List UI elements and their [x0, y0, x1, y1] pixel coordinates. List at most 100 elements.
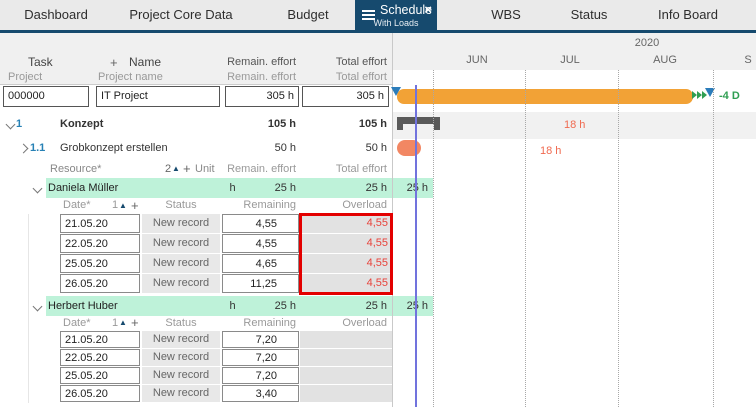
- resource-row[interactable]: Herbert Huber h 25 h 25 h: [0, 296, 392, 316]
- task-name[interactable]: Grobkonzept erstellen: [60, 142, 168, 154]
- resource-remain-header: Remain. effort: [227, 163, 296, 175]
- remaining-load-field[interactable]: 7,20: [222, 331, 299, 348]
- subheader-project: Project: [8, 71, 43, 83]
- overload-cell: [300, 385, 392, 402]
- sort-order-number[interactable]: 2: [165, 163, 172, 175]
- project-code-field[interactable]: 000000: [3, 86, 89, 107]
- task-wbs-number: 1: [16, 118, 23, 130]
- date-field[interactable]: 21.05.20: [60, 331, 140, 348]
- gantt-task-bar[interactable]: [397, 140, 421, 156]
- status-cell[interactable]: New record: [142, 214, 220, 233]
- date-field[interactable]: 21.05.20: [60, 214, 140, 233]
- gantt-project-bar[interactable]: [397, 89, 693, 104]
- remaining-load-field[interactable]: 7,20: [222, 349, 299, 366]
- project-row: 000000 IT Project 305 h 305 h: [0, 85, 392, 112]
- overload-cell: [300, 349, 392, 366]
- status-cell[interactable]: New record: [142, 385, 220, 402]
- overload-cell: [300, 331, 392, 348]
- tab-status[interactable]: Status: [570, 7, 608, 22]
- add-column-button[interactable]: +: [110, 55, 118, 70]
- date-col-header[interactable]: Date*: [63, 317, 91, 329]
- gantt-project-end-marker-icon[interactable]: [705, 88, 715, 97]
- load-row: 21.05.20 New record 7,20: [0, 331, 392, 349]
- col-header-task[interactable]: Task: [28, 55, 53, 69]
- remaining-load-field[interactable]: 4,55: [222, 234, 299, 253]
- date-field[interactable]: 22.05.20: [60, 349, 140, 366]
- menu-icon[interactable]: [362, 10, 375, 12]
- gantt-project-start-marker-icon[interactable]: [391, 87, 401, 96]
- sort-asc-icon[interactable]: ▲: [119, 318, 127, 327]
- timescale-month-jul: JUL: [560, 54, 580, 66]
- project-total-effort-field[interactable]: 305 h: [302, 86, 389, 107]
- tab-info-board[interactable]: Info Board: [658, 7, 718, 22]
- resource-name: Daniela Müller: [46, 178, 220, 198]
- close-icon[interactable]: ×: [424, 2, 432, 17]
- collapse-chevron-icon[interactable]: [5, 119, 16, 130]
- load-row: 21.05.20 New record 4,55 4,55: [0, 214, 392, 234]
- month-gridline: [525, 70, 526, 407]
- sort-order-number[interactable]: 1: [112, 317, 119, 329]
- resource-col-header[interactable]: Resource*: [50, 163, 102, 175]
- overload-cell: 4,55: [300, 214, 392, 233]
- status-col-header[interactable]: Status: [165, 199, 197, 211]
- add-resource-button[interactable]: +: [183, 161, 191, 176]
- remaining-load-field[interactable]: 3,40: [222, 385, 299, 402]
- collapse-chevron-icon[interactable]: [32, 183, 43, 194]
- project-name-field[interactable]: IT Project: [96, 86, 220, 107]
- tab-project-core-data[interactable]: Project Core Data: [129, 7, 233, 22]
- gantt-shift-arrow-icon: [697, 91, 702, 99]
- status-cell[interactable]: New record: [142, 274, 220, 293]
- status-col-header[interactable]: Status: [165, 317, 197, 329]
- task-remain-effort: 50 h: [274, 142, 296, 154]
- date-col-header[interactable]: Date*: [63, 199, 91, 211]
- timescale-month-aug: AUG: [653, 54, 677, 66]
- date-field[interactable]: 22.05.20: [60, 234, 140, 253]
- status-cell[interactable]: New record: [142, 331, 220, 348]
- sort-asc-icon[interactable]: ▲: [119, 201, 127, 210]
- col-header-remain-effort[interactable]: Remain. effort: [227, 56, 296, 68]
- header-spacer: [0, 33, 392, 55]
- collapse-chevron-icon[interactable]: [32, 301, 43, 312]
- tab-schedule[interactable]: Schedule × With Loads: [355, 0, 437, 33]
- status-cell[interactable]: New record: [142, 234, 220, 253]
- gantt-summary-bracket[interactable]: [397, 117, 440, 130]
- task-name[interactable]: Konzept: [60, 118, 104, 130]
- unit-col-header[interactable]: Unit: [195, 163, 215, 175]
- date-field[interactable]: 25.05.20: [60, 367, 140, 384]
- gantt-resource-effort-label: 25 h: [393, 178, 433, 198]
- resource-remain-effort: 25 h: [245, 178, 299, 198]
- expand-chevron-icon[interactable]: [18, 143, 29, 154]
- status-cell[interactable]: New record: [142, 367, 220, 384]
- resource-row[interactable]: Daniela Müller h 25 h 25 h: [0, 178, 392, 198]
- remaining-load-field[interactable]: 7,20: [222, 367, 299, 384]
- sort-asc-icon[interactable]: ▲: [172, 164, 180, 173]
- remaining-load-field[interactable]: 11,25: [222, 274, 299, 293]
- task-wbs-number: 1.1: [30, 142, 46, 154]
- sort-order-number[interactable]: 1: [112, 199, 119, 211]
- status-cell[interactable]: New record: [142, 349, 220, 366]
- load-row: 22.05.20 New record 4,55 4,55: [0, 234, 392, 254]
- tab-budget[interactable]: Budget: [287, 7, 329, 22]
- tab-bar: Dashboard Project Core Data Budget Sched…: [0, 0, 756, 33]
- subheader-total-effort: Total effort: [335, 71, 387, 83]
- col-header-name[interactable]: Name: [129, 55, 162, 69]
- col-header-total-effort[interactable]: Total effort: [335, 56, 387, 68]
- date-field[interactable]: 26.05.20: [60, 385, 140, 402]
- resource-remain-effort: 25 h: [245, 296, 299, 316]
- add-date-button[interactable]: +: [131, 315, 139, 330]
- tab-wbs[interactable]: WBS: [491, 7, 521, 22]
- date-field[interactable]: 25.05.20: [60, 254, 140, 273]
- indent-guide: [28, 214, 29, 403]
- remaining-load-field[interactable]: 4,65: [222, 254, 299, 273]
- status-cell[interactable]: New record: [142, 254, 220, 273]
- project-remain-effort-field[interactable]: 305 h: [225, 86, 299, 107]
- overload-cell: 4,55: [300, 254, 392, 273]
- date-field[interactable]: 26.05.20: [60, 274, 140, 293]
- load-row: 25.05.20 New record 7,20: [0, 367, 392, 385]
- add-date-button[interactable]: +: [131, 198, 139, 213]
- overload-header: Overload: [342, 199, 387, 211]
- tab-schedule-label: Schedule: [380, 3, 433, 17]
- today-line: [415, 85, 417, 407]
- remaining-load-field[interactable]: 4,55: [222, 214, 299, 233]
- tab-dashboard[interactable]: Dashboard: [24, 7, 88, 22]
